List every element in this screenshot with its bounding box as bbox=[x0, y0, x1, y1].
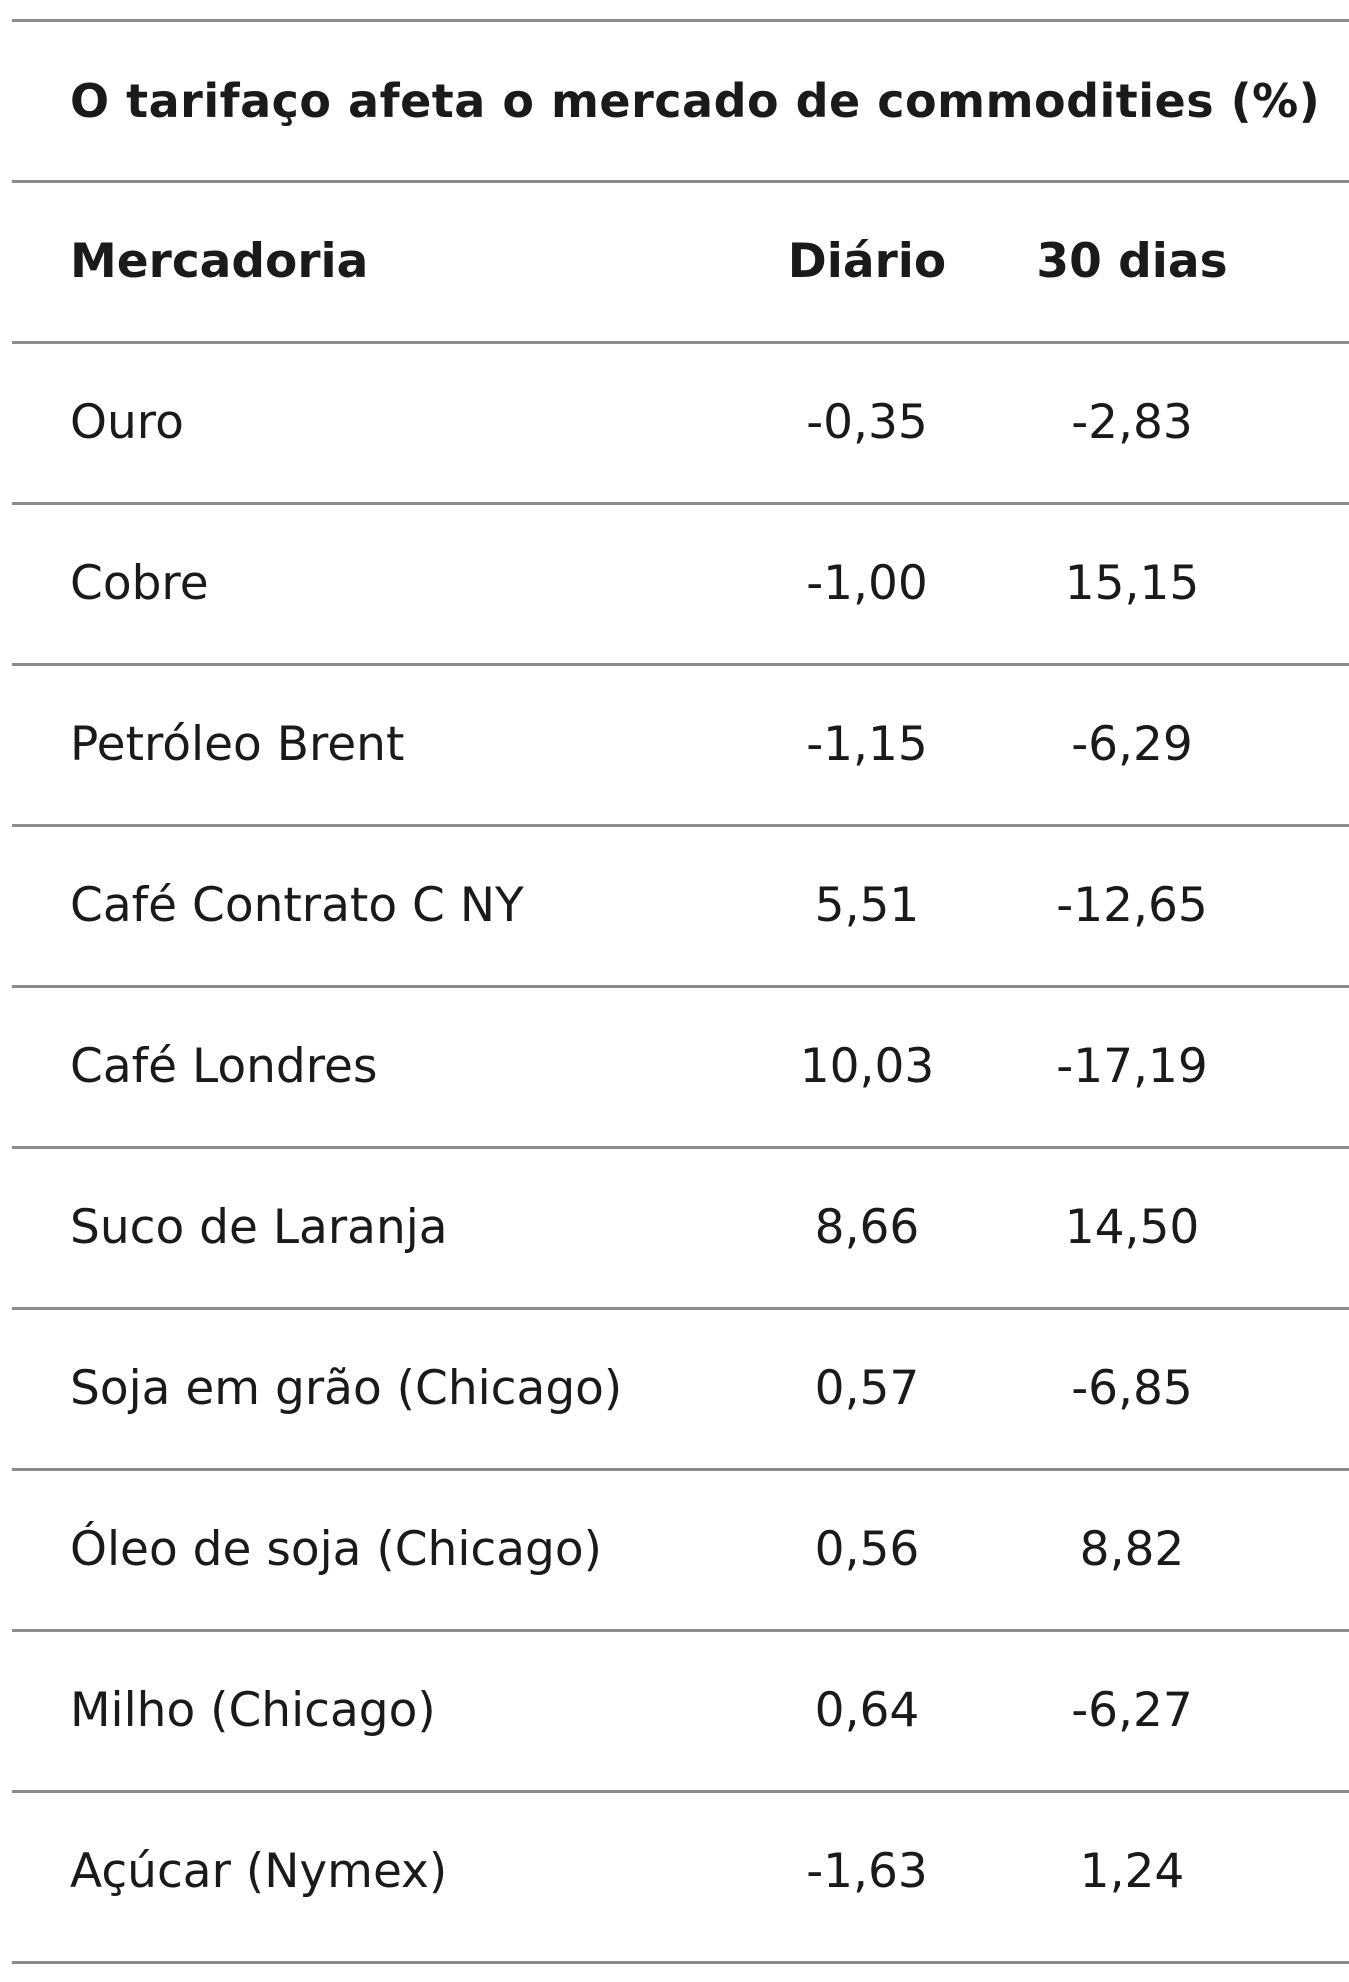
divider bbox=[12, 1468, 1349, 1471]
divider bbox=[12, 1146, 1349, 1149]
table-row: Soja em grão (Chicago) 0,57 -6,85 bbox=[12, 1310, 1349, 1468]
commodity-name: Óleo de soja (Chicago) bbox=[70, 1522, 602, 1577]
divider bbox=[12, 824, 1349, 827]
daily-change: 0,57 bbox=[814, 1361, 920, 1416]
divider bbox=[12, 341, 1349, 344]
table-row: Petróleo Brent -1,15 -6,29 bbox=[12, 666, 1349, 824]
table-row: Suco de Laranja 8,66 14,50 bbox=[12, 1149, 1349, 1307]
table-row: Cobre -1,00 15,15 bbox=[12, 505, 1349, 663]
thirty-day-change: 1,24 bbox=[1079, 1844, 1185, 1899]
commodity-name: Milho (Chicago) bbox=[70, 1683, 436, 1738]
daily-change: 8,66 bbox=[814, 1200, 920, 1255]
table-bottom-rule bbox=[12, 1961, 1349, 1964]
thirty-day-change: -2,83 bbox=[1071, 395, 1193, 450]
daily-change: -1,63 bbox=[806, 1844, 928, 1899]
table-row: Milho (Chicago) 0,64 -6,27 bbox=[12, 1632, 1349, 1790]
divider bbox=[12, 180, 1349, 183]
thirty-day-change: -6,27 bbox=[1071, 1683, 1193, 1738]
thirty-day-change: 15,15 bbox=[1064, 556, 1200, 611]
table-row: Ouro -0,35 -2,83 bbox=[12, 344, 1349, 502]
divider bbox=[12, 1790, 1349, 1793]
commodities-table: O tarifaço afeta o mercado de commoditie… bbox=[12, 0, 1349, 1964]
table-top-rule bbox=[12, 19, 1349, 22]
table-row: Café Londres 10,03 -17,19 bbox=[12, 988, 1349, 1146]
thirty-day-change: -6,85 bbox=[1071, 1361, 1193, 1416]
daily-change: -0,35 bbox=[806, 395, 928, 450]
daily-change: 0,64 bbox=[814, 1683, 920, 1738]
commodity-name: Ouro bbox=[70, 395, 184, 450]
daily-change: -1,15 bbox=[806, 717, 928, 772]
table-row: Café Contrato C NY 5,51 -12,65 bbox=[12, 827, 1349, 985]
daily-change: 5,51 bbox=[814, 878, 920, 933]
table-row: Óleo de soja (Chicago) 0,56 8,82 bbox=[12, 1471, 1349, 1629]
daily-change: 10,03 bbox=[799, 1039, 935, 1094]
divider bbox=[12, 663, 1349, 666]
header-row: Mercadoria Diário 30 dias bbox=[12, 183, 1349, 341]
divider bbox=[12, 985, 1349, 988]
daily-change: -1,00 bbox=[806, 556, 928, 611]
divider bbox=[12, 1629, 1349, 1632]
divider bbox=[12, 1307, 1349, 1310]
commodity-name: Soja em grão (Chicago) bbox=[70, 1361, 623, 1416]
thirty-day-change: 14,50 bbox=[1064, 1200, 1200, 1255]
column-header-daily: Diário bbox=[787, 234, 947, 289]
thirty-day-change: -17,19 bbox=[1056, 1039, 1208, 1094]
thirty-day-change: -6,29 bbox=[1071, 717, 1193, 772]
thirty-day-change: -12,65 bbox=[1056, 878, 1208, 933]
column-header-30-days: 30 dias bbox=[1036, 234, 1228, 289]
commodity-name: Açúcar (Nymex) bbox=[70, 1844, 448, 1899]
commodity-name: Petróleo Brent bbox=[70, 717, 405, 772]
divider bbox=[12, 502, 1349, 505]
table-title-row: O tarifaço afeta o mercado de commoditie… bbox=[12, 22, 1349, 180]
commodity-name: Suco de Laranja bbox=[70, 1200, 448, 1255]
commodity-name: Café Londres bbox=[70, 1039, 378, 1094]
table-row: Açúcar (Nymex) -1,63 1,24 bbox=[12, 1793, 1349, 1951]
thirty-day-change: 8,82 bbox=[1079, 1522, 1185, 1577]
daily-change: 0,56 bbox=[814, 1522, 920, 1577]
commodity-name: Cobre bbox=[70, 556, 209, 611]
column-header-commodity: Mercadoria bbox=[70, 234, 369, 289]
commodity-name: Café Contrato C NY bbox=[70, 878, 524, 933]
table-title: O tarifaço afeta o mercado de commoditie… bbox=[70, 74, 1321, 128]
